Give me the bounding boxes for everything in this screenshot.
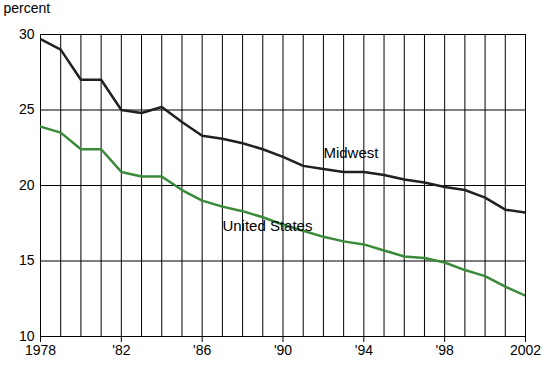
svg-text:2002: 2002 [510,342,541,358]
svg-text:30: 30 [19,26,35,42]
svg-text:'82: '82 [112,342,130,358]
svg-text:United States: United States [222,217,312,234]
svg-text:'90: '90 [274,342,292,358]
svg-text:15: 15 [19,252,35,268]
svg-text:percent: percent [4,0,51,16]
svg-text:1978: 1978 [25,342,56,358]
svg-text:10: 10 [19,328,35,344]
svg-text:20: 20 [19,177,35,193]
svg-text:'98: '98 [436,342,454,358]
svg-text:'94: '94 [355,342,373,358]
svg-text:Midwest: Midwest [323,144,379,161]
svg-text:25: 25 [19,101,35,117]
svg-text:'86: '86 [193,342,211,358]
